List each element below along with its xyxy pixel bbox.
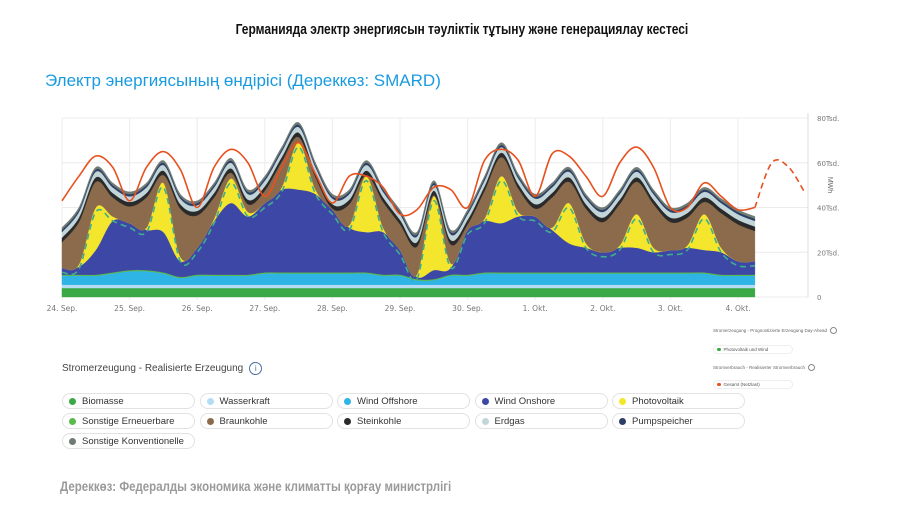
consumption-legend-title: Stromverbrauch - Realisierter Stromverbr… <box>713 364 816 371</box>
legend-chip-sonstige-erneuerbare[interactable]: Sonstige Erneuerbare <box>62 413 195 429</box>
x-tick-label: 30. Sep. <box>452 304 483 313</box>
legend-dot-icon <box>717 382 721 387</box>
legend-chips: Biomasse Wasserkraft Wind Offshore Wind Ons… <box>62 393 745 449</box>
source-text: Дереккөз: Федералды экономика және клима… <box>60 478 452 494</box>
legend-dot-icon <box>69 437 76 445</box>
legend-chip-netzlast[interactable]: Gesamt (Netzlast) <box>713 380 793 389</box>
legend-chip-photovoltaik[interactable]: Photovoltaik <box>612 393 745 409</box>
x-tick-label: 4. Okt. <box>725 304 750 313</box>
legend-dot-icon <box>69 397 76 405</box>
info-icon[interactable] <box>830 327 838 334</box>
y-axis-label: MWh <box>826 177 833 193</box>
x-tick-label: 3. Okt. <box>658 304 683 313</box>
legend-title-text: Stromerzeugung - Realisierte Erzeugung <box>62 363 244 374</box>
legend-dot-icon <box>619 397 626 405</box>
info-icon[interactable] <box>808 364 816 371</box>
x-tick-label: 2. Okt. <box>590 304 615 313</box>
x-tick-label: 24. Sep. <box>47 304 78 313</box>
x-tick-label: 28. Sep. <box>317 304 348 313</box>
legend-label: Steinkohle <box>357 415 402 427</box>
legend-label: Sonstige Konventionelle <box>82 435 184 447</box>
legend-label: Wind Offshore <box>357 395 418 407</box>
legend-dot-icon <box>344 397 351 405</box>
legend-dot-icon <box>717 347 721 352</box>
page-title-text: Германияда электр энергиясын тәуліктік т… <box>235 21 688 38</box>
legend-chip-sonstige-konventionelle[interactable]: Sonstige Konventionelle <box>62 433 195 449</box>
legend-label: Wind Onshore <box>494 395 556 407</box>
legend-dot-icon <box>481 397 489 405</box>
line-photovoltaik-und-wind <box>61 146 755 282</box>
legend-chip-wind-onshore[interactable]: Wind Onshore <box>474 393 608 409</box>
legend-label: Photovoltaik <box>632 395 684 407</box>
legend-label: Pumpspeicher <box>632 415 693 427</box>
legend-label: Photovoltaik und Wind <box>723 347 769 352</box>
legend-chip-pv-wind-forecast[interactable]: Photovoltaik und Wind <box>713 345 793 354</box>
legend-label: Wasserkraft <box>219 395 270 407</box>
legend-label: Sonstige Erneuerbare <box>82 415 175 427</box>
x-tick-label: 1. Okt. <box>523 304 548 313</box>
legend-label: Braunkohle <box>219 415 268 427</box>
legend-dot-icon <box>619 417 626 425</box>
x-tick-label: 29. Sep. <box>385 304 416 313</box>
line-gesamt-netzlast- <box>61 141 756 217</box>
x-tick-label: 27. Sep. <box>249 304 280 313</box>
area-sonstige-konventionelle <box>61 122 756 236</box>
area-wasserkraft <box>61 284 756 289</box>
consumption-legend-title-text: Stromverbrauch - Realisierter Stromverbr… <box>713 365 806 370</box>
legend-label: Biomasse <box>82 395 124 407</box>
forecast-legend-title: Stromerzeugung - Prognostizierte Erzeugu… <box>713 327 838 334</box>
x-tick-label: 25. Sep. <box>114 304 145 313</box>
legend-chip-pumpspeicher[interactable]: Pumpspeicher <box>612 413 745 429</box>
legend-dot-icon <box>206 417 214 425</box>
legend-chip-erdgas[interactable]: Erdgas <box>474 413 608 429</box>
legend-chip-steinkohle[interactable]: Steinkohle <box>337 413 470 429</box>
x-tick-label: 26. Sep. <box>182 304 213 313</box>
legend-chip-biomasse[interactable]: Biomasse <box>62 393 195 409</box>
legend-dot-icon <box>206 397 214 405</box>
area-biomasse <box>61 287 756 298</box>
legend-dot-icon <box>481 417 489 425</box>
generation-chart: 0 20Tsd. 40Tsd. 60Tsd. 80Tsd. 24. Sep. 25. Sep… <box>47 113 839 313</box>
legend-dot-icon <box>69 417 76 425</box>
source-note: Дереккөз: Федералды экономика және клима… <box>60 478 537 494</box>
info-icon[interactable]: i <box>249 362 263 375</box>
y-tick-label: 40Tsd. <box>817 205 839 213</box>
legend-title: Stromerzeugung - Realisierte Erzeugung i <box>62 362 263 375</box>
line-gesamt-netzlast-prognose <box>754 159 807 208</box>
y-tick-label: 60Tsd. <box>817 160 839 168</box>
legend-label: Erdgas <box>494 415 525 427</box>
y-tick-label: 20Tsd. <box>817 249 839 257</box>
legend-chip-wind-offshore[interactable]: Wind Offshore <box>337 393 470 409</box>
page-title: Германияда электр энергиясын тәуліктік т… <box>0 21 923 38</box>
forecast-legend-title-text: Stromerzeugung - Prognostizierte Erzeugu… <box>713 328 828 333</box>
legend-chip-braunkohle[interactable]: Braunkohle <box>199 413 333 429</box>
chart-subtitle: Электр энергиясының өндірісі (Дереккөз: … <box>45 71 441 90</box>
y-tick-label: 80Tsd. <box>817 115 839 123</box>
y-tick-label: 0 <box>817 294 821 302</box>
legend-chip-wasserkraft[interactable]: Wasserkraft <box>199 393 333 409</box>
legend-label: Gesamt (Netzlast) <box>723 382 760 387</box>
legend-dot-icon <box>344 417 351 425</box>
